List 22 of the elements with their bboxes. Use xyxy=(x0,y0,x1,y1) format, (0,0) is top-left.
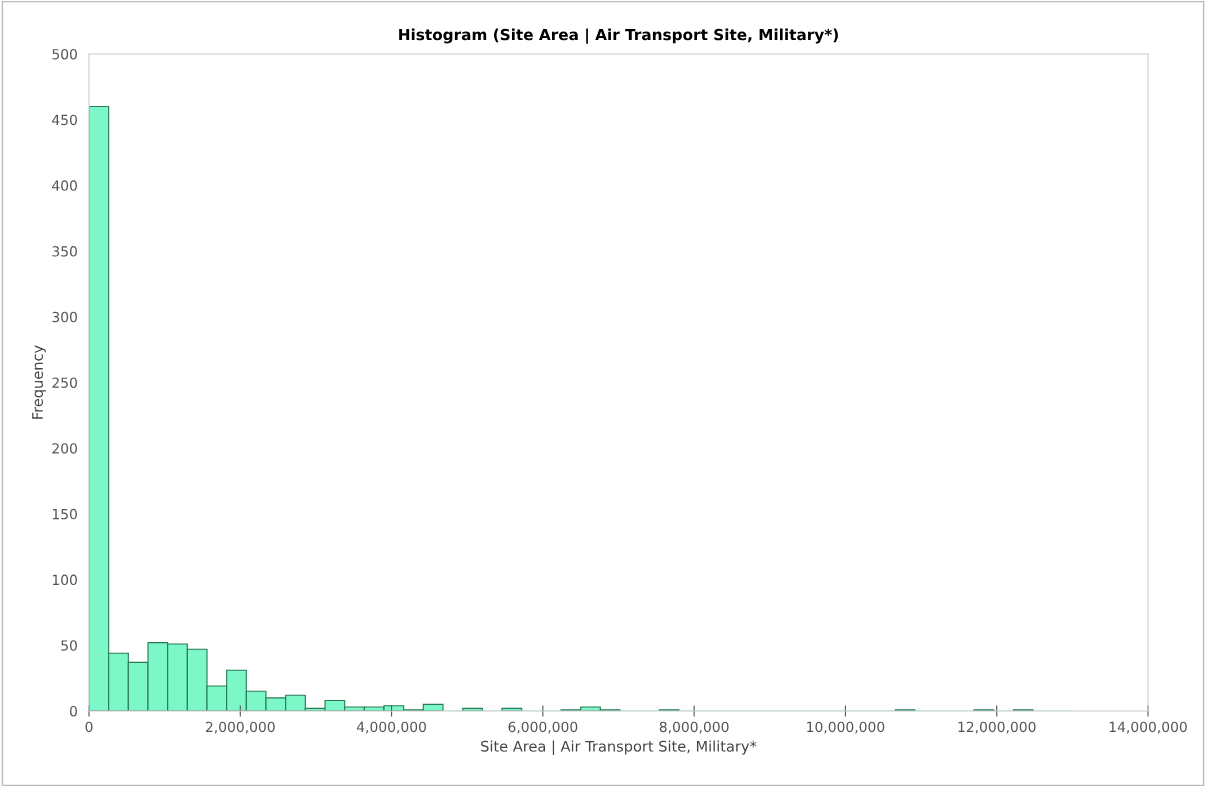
x-axis-title: Site Area | Air Transport Site, Military* xyxy=(481,740,757,755)
y-tick-label: 400 xyxy=(52,180,77,191)
x-tick-label: 14,000,000 xyxy=(1109,721,1187,734)
y-tick-label: 300 xyxy=(52,311,77,323)
y-tick-label: 50 xyxy=(61,640,77,651)
chart-title: Histogram (Site Area | Air Transport Site, Military*) xyxy=(399,28,838,44)
x-tick-label: 10,000,000 xyxy=(807,721,885,734)
y-tick-label: 250 xyxy=(52,377,77,388)
y-tick-label: 450 xyxy=(52,114,77,126)
y-tick-label: 500 xyxy=(52,48,77,60)
x-tick-label: 0 xyxy=(85,721,93,733)
x-tick-label: 4,000,000 xyxy=(356,721,426,734)
y-tick-label: 0 xyxy=(69,705,77,717)
y-tick-label: 350 xyxy=(52,246,77,257)
x-tick-label: 6,000,000 xyxy=(508,721,578,734)
y-axis-title: Frequency xyxy=(32,345,46,419)
y-tick-label: 150 xyxy=(52,508,77,520)
y-tick-label: 100 xyxy=(52,574,77,586)
x-tick-label: 2,000,000 xyxy=(205,721,275,734)
x-tick-label: 8,000,000 xyxy=(659,721,729,734)
y-tick-label: 200 xyxy=(52,443,77,454)
x-tick-label: 12,000,000 xyxy=(958,721,1036,734)
